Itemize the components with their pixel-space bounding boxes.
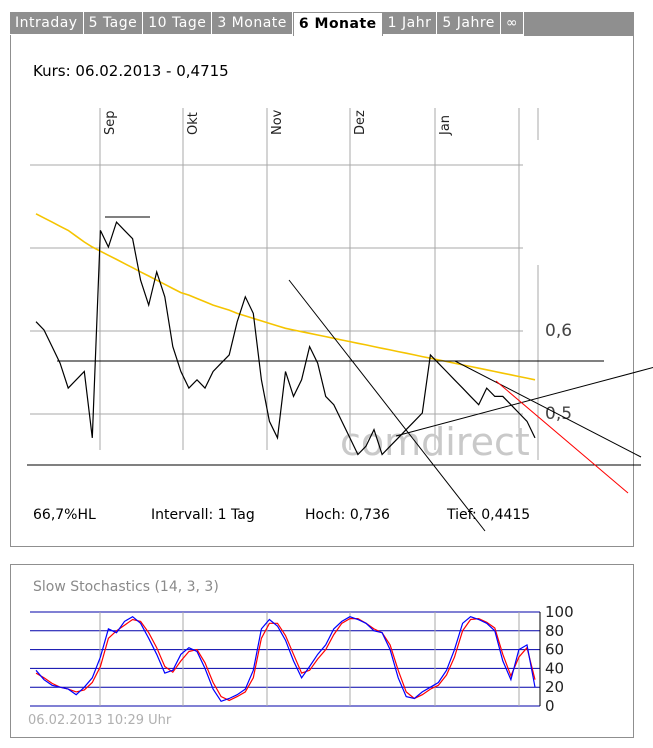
red-trend-line: [495, 380, 629, 494]
month-label-3: Dez: [353, 110, 368, 135]
stoch-ytick-label-5: 0: [545, 697, 555, 715]
interval-label: Intervall: 1 Tag: [151, 507, 255, 523]
stoch-k-line: [35, 615, 536, 703]
tab-5[interactable]: 1 Jahr: [382, 12, 438, 34]
price-line: [35, 220, 536, 456]
high-label: Hoch: 0,736: [305, 507, 390, 523]
tab-6[interactable]: 5 Jahre: [437, 12, 501, 34]
price-ytick-label-0: 0,6: [545, 321, 572, 341]
tab-bar-fill: [524, 12, 634, 36]
timestamp: 06.02.2013 10:29 Uhr: [28, 713, 172, 728]
tab-2[interactable]: 10 Tage: [143, 12, 213, 34]
upper-triangle-line: [454, 360, 642, 458]
stoch-ytick-label-1: 80: [545, 622, 564, 640]
uptrend-line: [395, 367, 653, 437]
downtrend-line: [288, 279, 486, 532]
month-label-4: Jan: [438, 115, 453, 136]
tab-7[interactable]: ∞: [500, 12, 525, 34]
watermark: comdirect: [340, 420, 530, 464]
stoch-ytick-label-2: 60: [545, 641, 564, 659]
month-label-1: Okt: [186, 112, 201, 135]
low-label: Tief: 0,4415: [447, 507, 531, 523]
hl-label: 66,7%HL: [33, 507, 96, 523]
moving-average-line: [35, 213, 536, 381]
month-label-0: Sep: [103, 110, 118, 135]
tab-4[interactable]: 6 Monate: [292, 12, 383, 36]
price-chart-panel: [10, 35, 634, 547]
stochastics-panel: [10, 564, 634, 738]
tab-0[interactable]: Intraday: [10, 12, 84, 34]
tab-1[interactable]: 5 Tage: [83, 12, 144, 34]
stoch-ytick-label-0: 100: [545, 603, 574, 621]
tab-3[interactable]: 3 Monate: [212, 12, 293, 34]
stoch-ytick-label-4: 20: [545, 678, 564, 696]
stochastics-title: Slow Stochastics (14, 3, 3): [33, 579, 219, 595]
price-label: Kurs: 06.02.2013 - 0,4715: [33, 62, 229, 80]
period-tabs: Intraday 5 Tage 10 Tage 3 Monate 6 Monate 1 J…: [10, 12, 634, 36]
stoch-ytick-label-3: 40: [545, 659, 564, 677]
month-label-2: Nov: [270, 109, 285, 135]
